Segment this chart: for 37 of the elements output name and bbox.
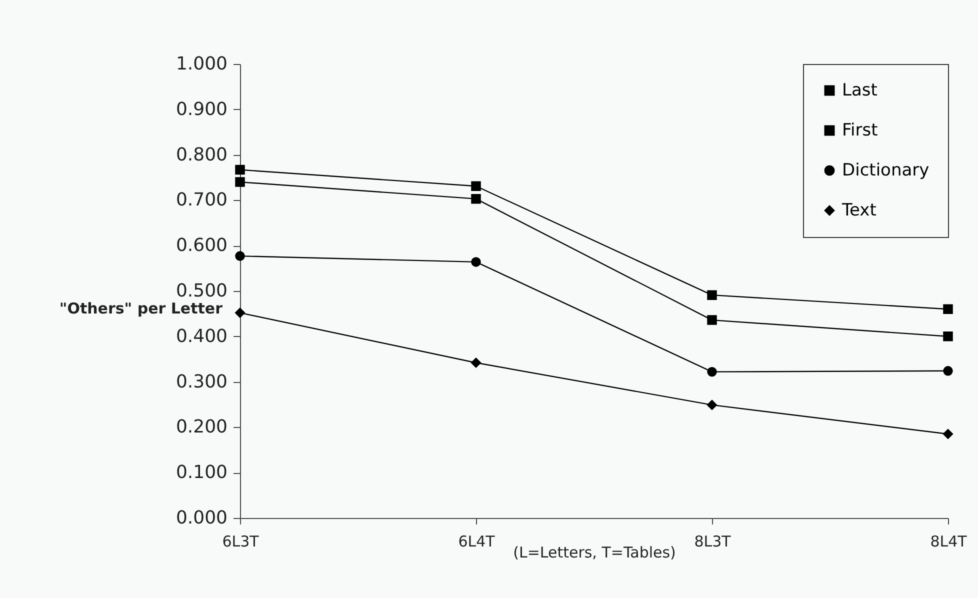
point [707, 400, 717, 410]
point [235, 177, 245, 187]
point [707, 315, 717, 325]
y-tick-label: 0.900 [176, 98, 228, 120]
legend-label: Last [842, 80, 878, 100]
y-tick-label: 0.200 [176, 416, 228, 438]
y-tick-label: 0.300 [176, 371, 228, 392]
y-axis-title: "Others" per Letter [59, 300, 224, 318]
x-tick-label: 8L4T [930, 532, 968, 550]
y-tick-label: 1.000 [176, 54, 228, 74]
point [235, 251, 245, 261]
point [943, 332, 953, 342]
y-tick-label: 0.000 [176, 508, 228, 528]
point [471, 194, 481, 204]
point [943, 366, 953, 376]
y-tick-label: 0.500 [176, 280, 228, 302]
point [707, 290, 717, 300]
y-tick-label: 0.800 [176, 144, 228, 166]
point [471, 181, 481, 191]
x-tick-label: 6L3T [222, 532, 260, 550]
y-tick-label: 0.700 [176, 190, 228, 211]
point [943, 429, 953, 439]
point [235, 308, 245, 318]
x-tick-label: 8L3T [694, 532, 732, 550]
point [471, 358, 481, 368]
point [471, 257, 481, 267]
x-axis-title: (L=Letters, T=Tables) [513, 544, 676, 562]
point [943, 304, 953, 314]
y-tick-label: 0.100 [176, 462, 228, 484]
y-tick-label: 0.400 [176, 326, 228, 347]
legend-label: Text [841, 200, 877, 220]
point [235, 164, 245, 175]
point [707, 366, 717, 377]
legend-label: Dictionary [842, 160, 930, 180]
x-tick-label: 6L4T [458, 532, 496, 550]
legend-label: First [842, 120, 878, 140]
y-tick-label: 0.600 [176, 235, 228, 256]
